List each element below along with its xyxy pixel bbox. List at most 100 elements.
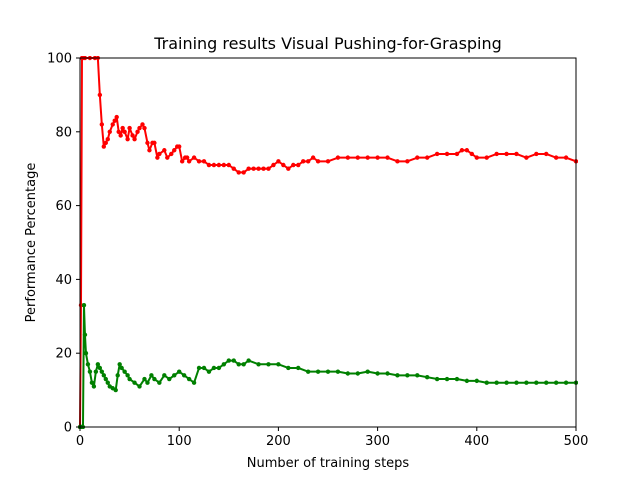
data-point: [140, 122, 145, 127]
data-point: [241, 362, 246, 367]
data-point: [405, 159, 410, 164]
data-point: [142, 376, 147, 382]
data-point: [95, 362, 101, 367]
data-point: [296, 162, 301, 168]
data-point: [119, 365, 124, 371]
series-0: [78, 56, 578, 429]
data-point: [226, 162, 231, 168]
data-point: [484, 380, 489, 385]
data-point: [469, 151, 475, 157]
data-point: [266, 166, 271, 171]
data-point: [504, 380, 509, 385]
data-point: [256, 362, 261, 367]
series-layer: [78, 56, 578, 429]
data-point: [375, 155, 380, 160]
data-point: [89, 380, 95, 385]
data-point: [286, 365, 291, 371]
y-axis-label: Performance Percentage: [24, 163, 39, 323]
x-tick-label: 400: [464, 434, 489, 449]
data-point: [246, 166, 251, 171]
data-point: [454, 376, 460, 382]
data-point: [534, 151, 539, 157]
data-point: [301, 159, 306, 164]
data-point: [241, 170, 246, 175]
data-point: [116, 129, 121, 134]
data-point: [375, 371, 380, 376]
data-point: [93, 369, 99, 374]
x-axis-ticks: 0 100 200 300 400 500: [76, 427, 588, 449]
data-point: [110, 122, 115, 127]
y-tick-label: 0: [64, 421, 72, 436]
data-point: [276, 362, 281, 367]
data-point: [405, 373, 410, 378]
data-point: [454, 151, 460, 157]
y-tick-label: 60: [55, 199, 72, 214]
data-point: [91, 384, 97, 389]
data-point: [186, 159, 192, 164]
data-point: [132, 380, 137, 385]
data-point: [162, 373, 167, 378]
data-point: [120, 125, 125, 131]
data-point: [155, 155, 160, 160]
data-point: [177, 144, 182, 149]
x-tick-label: 100: [167, 434, 192, 449]
data-point: [236, 170, 241, 175]
data-point: [201, 159, 207, 164]
data-point: [145, 380, 150, 385]
data-point: [271, 162, 276, 168]
data-point: [221, 162, 227, 168]
data-point: [186, 376, 192, 382]
data-point: [221, 362, 227, 367]
data-point: [415, 373, 420, 378]
data-point: [474, 378, 479, 384]
data-point: [137, 384, 142, 389]
data-point: [165, 155, 170, 160]
data-point: [484, 155, 489, 160]
data-point: [236, 362, 241, 367]
data-point: [118, 133, 123, 138]
data-point: [103, 140, 108, 146]
data-point: [514, 380, 519, 385]
data-point: [305, 159, 311, 164]
data-point: [385, 155, 390, 160]
data-point: [425, 155, 430, 160]
data-point: [122, 129, 127, 134]
y-tick-label: 80: [55, 125, 72, 140]
x-tick-label: 300: [365, 434, 390, 449]
data-point: [305, 369, 311, 374]
data-point: [101, 373, 107, 378]
x-axis-label: Number of training steps: [247, 456, 410, 471]
data-point: [85, 362, 91, 367]
data-point: [105, 136, 110, 142]
data-point: [132, 136, 137, 142]
data-point: [107, 129, 112, 134]
data-point: [261, 166, 266, 171]
data-point: [315, 159, 321, 164]
data-point: [494, 380, 499, 385]
data-point: [544, 380, 549, 385]
data-point: [87, 369, 93, 374]
data-point: [167, 376, 172, 382]
data-point: [281, 162, 286, 168]
data-point: [97, 92, 103, 98]
data-point: [157, 380, 162, 385]
data-point: [191, 380, 197, 385]
data-point: [325, 369, 331, 374]
data-point: [149, 373, 154, 378]
data-point: [99, 122, 105, 127]
data-point: [434, 151, 440, 157]
data-point: [291, 162, 296, 168]
data-point: [101, 144, 107, 149]
data-point: [544, 151, 549, 157]
data-point: [172, 148, 177, 153]
data-point: [231, 166, 236, 171]
data-point: [127, 125, 132, 131]
data-point: [127, 376, 132, 382]
x-tick-label: 0: [76, 434, 84, 449]
data-point: [365, 155, 370, 160]
data-point: [206, 162, 212, 168]
data-point: [395, 373, 400, 378]
data-point: [464, 148, 470, 153]
y-tick-label: 20: [55, 347, 72, 362]
